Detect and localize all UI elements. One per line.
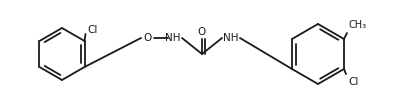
Text: NH: NH (223, 33, 239, 43)
Text: Cl: Cl (348, 77, 358, 87)
Text: O: O (144, 33, 152, 43)
Text: Cl: Cl (88, 25, 98, 35)
Text: NH: NH (165, 33, 181, 43)
Text: CH₃: CH₃ (349, 20, 367, 30)
Text: O: O (198, 27, 206, 37)
